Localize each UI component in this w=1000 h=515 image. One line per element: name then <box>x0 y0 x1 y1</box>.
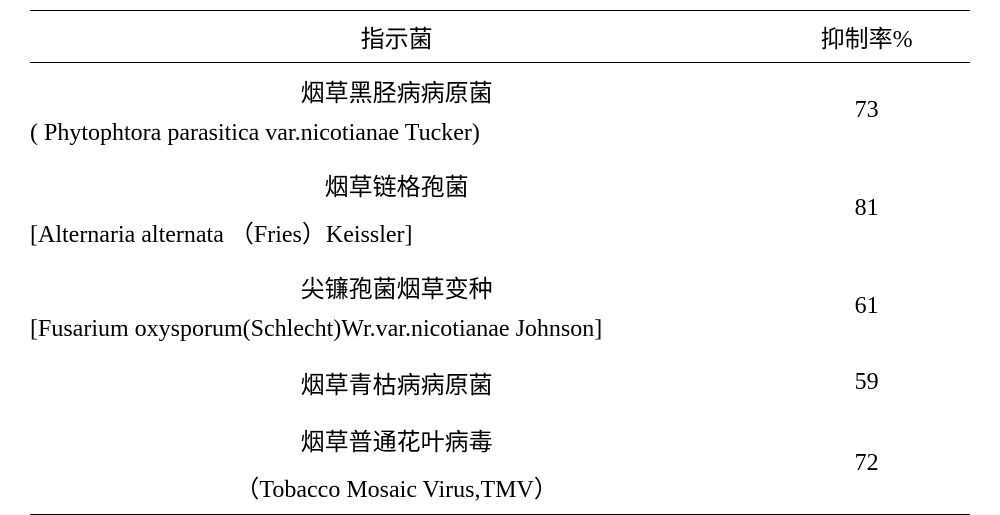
pathogen-latin: [Alternaria alternata （Fries）Keissler] <box>30 208 763 259</box>
rate-value: 61 <box>763 259 970 353</box>
pathogen-cn: 烟草普通花叶病毒 <box>30 412 763 463</box>
header-rate: 抑制率% <box>763 11 970 63</box>
rate-value: 59 <box>763 353 970 412</box>
pathogen-cn: 烟草青枯病病原菌 <box>30 353 763 412</box>
rate-value: 72 <box>763 412 970 515</box>
pathogen-latin: （Tobacco Mosaic Virus,TMV） <box>30 463 763 514</box>
inhibition-table: 指示菌 抑制率% 烟草黑胫病病原菌 ( Phytophtora parasiti… <box>30 10 970 515</box>
pathogen-cn: 烟草链格孢菌 <box>30 157 763 208</box>
pathogen-cn: 烟草黑胫病病原菌 <box>30 63 763 114</box>
header-indicator: 指示菌 <box>30 11 763 63</box>
table-row: 烟草青枯病病原菌 59 <box>30 353 970 412</box>
rate-value: 81 <box>763 157 970 259</box>
pathogen-latin: ( Phytophtora parasitica var.nicotianae … <box>30 114 763 157</box>
table-row: 烟草黑胫病病原菌 ( Phytophtora parasitica var.ni… <box>30 63 970 158</box>
table-row: 烟草普通花叶病毒 （Tobacco Mosaic Virus,TMV） 72 <box>30 412 970 515</box>
table-row: 烟草链格孢菌 [Alternaria alternata （Fries）Keis… <box>30 157 970 259</box>
pathogen-latin: [Fusarium oxysporum(Schlecht)Wr.var.nico… <box>30 310 763 353</box>
rate-value: 73 <box>763 63 970 158</box>
table-row: 尖镰孢菌烟草变种 [Fusarium oxysporum(Schlecht)Wr… <box>30 259 970 353</box>
table-header-row: 指示菌 抑制率% <box>30 11 970 63</box>
pathogen-cn: 尖镰孢菌烟草变种 <box>30 259 763 310</box>
